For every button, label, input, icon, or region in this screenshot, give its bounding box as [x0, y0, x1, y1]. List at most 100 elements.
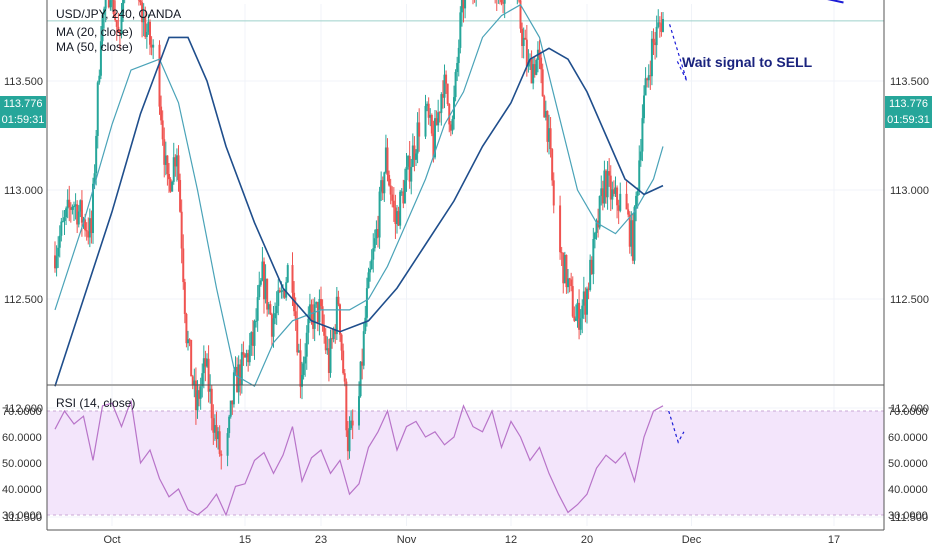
- candle-body: [365, 288, 368, 318]
- descending-trendline[interactable]: [131, 0, 844, 4]
- rsi-tick-label-right: 30.0000: [888, 510, 928, 522]
- candle-body: [206, 358, 208, 367]
- candle-body: [280, 291, 283, 293]
- candle-body: [544, 110, 547, 118]
- rsi-overbought-oversold-band: [47, 411, 884, 515]
- candle-body: [179, 179, 182, 212]
- candle-body: [361, 361, 364, 366]
- candle-body: [161, 120, 164, 140]
- candle-body: [612, 189, 615, 194]
- candle-body: [339, 304, 341, 335]
- candle-body: [457, 47, 460, 64]
- candle-body: [391, 194, 394, 201]
- candle-body: [63, 217, 66, 221]
- candle-body: [270, 314, 273, 337]
- candle-body: [174, 157, 177, 167]
- candle-body: [614, 187, 617, 194]
- sell-signal-annotation: Wait signal to SELL: [682, 54, 813, 70]
- candle-body: [282, 290, 284, 292]
- candle-body: [315, 302, 318, 305]
- candle-body: [247, 353, 250, 363]
- legend-ma50: MA (50, close): [56, 40, 133, 54]
- candle-body: [573, 316, 576, 321]
- candle-body: [114, 13, 117, 20]
- candle-body: [560, 252, 563, 254]
- candle-body: [662, 19, 664, 32]
- candle-body: [524, 37, 527, 40]
- candle-body: [244, 354, 246, 358]
- candle-body: [608, 171, 611, 176]
- candle-body: [530, 58, 533, 84]
- candle-body: [541, 69, 544, 97]
- candle-body: [649, 75, 652, 77]
- candle-body: [570, 279, 573, 287]
- candle-body: [182, 248, 185, 283]
- candle-body: [65, 208, 68, 218]
- candle-body: [522, 37, 525, 47]
- candle-body: [600, 188, 603, 197]
- candle-body: [242, 352, 245, 355]
- candle-body: [73, 206, 75, 208]
- rsi-line: [54, 400, 664, 517]
- candle-body: [331, 338, 334, 340]
- candle-body: [269, 304, 272, 315]
- time-tick-label: 23: [315, 534, 327, 546]
- candlestick-series: [54, 0, 664, 470]
- candle-body: [593, 232, 596, 240]
- candle-body: [255, 320, 258, 322]
- candle-body: [628, 214, 631, 247]
- candle-body: [413, 145, 416, 160]
- candle-body: [118, 32, 121, 35]
- candle-body: [543, 96, 546, 118]
- candle-body: [274, 313, 277, 319]
- candle-body: [239, 364, 242, 385]
- candle-body: [109, 0, 112, 8]
- candle-body: [337, 296, 340, 305]
- candle-body: [60, 221, 63, 236]
- candle-body: [112, 0, 115, 14]
- candle-body: [237, 364, 240, 393]
- candle-body: [74, 204, 77, 207]
- candle-body: [90, 218, 93, 234]
- candle-body: [169, 179, 172, 192]
- candle-body: [264, 278, 267, 300]
- candle-body: [446, 83, 449, 104]
- candle-body: [299, 350, 302, 387]
- candle-body: [362, 331, 365, 366]
- candle-body: [533, 64, 536, 75]
- candle-body: [464, 0, 467, 9]
- candle-body: [584, 291, 587, 315]
- candle-body: [316, 302, 319, 323]
- candle-body: [535, 59, 538, 75]
- candle-body: [310, 304, 313, 312]
- candle-body: [369, 269, 372, 273]
- candle-body: [441, 94, 444, 98]
- candle-body: [551, 149, 554, 181]
- candle-body: [411, 145, 414, 167]
- candle-body: [115, 19, 118, 27]
- candle-body: [587, 288, 590, 290]
- price-tick-label-right: 112.500: [890, 294, 929, 306]
- candle-body: [54, 255, 56, 269]
- candle-body: [617, 205, 620, 211]
- candle-body: [95, 135, 98, 174]
- candle-body: [389, 185, 392, 195]
- candle-body: [563, 254, 566, 284]
- candle-body: [58, 235, 61, 248]
- candle-body: [171, 181, 174, 192]
- candle-body: [430, 114, 433, 134]
- candle-body: [334, 329, 337, 335]
- expected-move-arrow-rsi: [668, 410, 685, 444]
- candle-body: [160, 106, 163, 121]
- candle-body: [66, 199, 69, 209]
- candle-body: [426, 103, 429, 106]
- candle-body: [220, 453, 223, 456]
- candle-body: [286, 265, 289, 283]
- candle-body: [605, 170, 607, 198]
- candle-body: [323, 325, 326, 336]
- price-tick-label-right: 113.000: [890, 185, 929, 197]
- candle-body: [305, 332, 308, 357]
- candle-body: [415, 153, 417, 160]
- candle-body: [443, 74, 446, 98]
